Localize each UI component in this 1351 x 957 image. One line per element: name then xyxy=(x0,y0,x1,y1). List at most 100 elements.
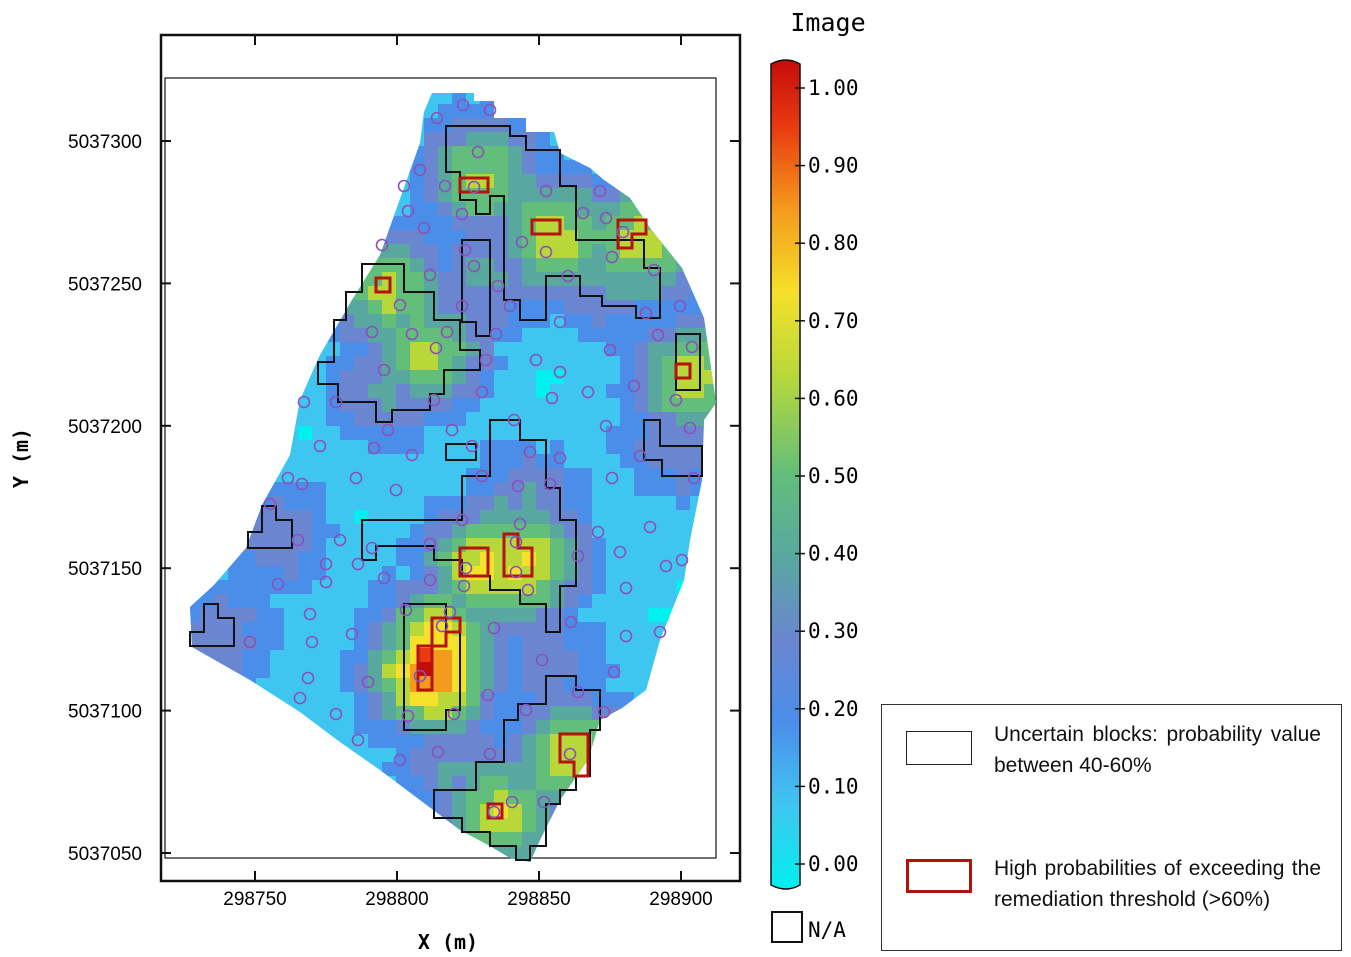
colorbar-tick-label: 0.50 xyxy=(808,464,859,488)
raster-cell xyxy=(494,566,508,580)
raster-cell xyxy=(662,342,676,356)
raster-cell xyxy=(256,622,270,636)
raster-cell xyxy=(410,398,424,412)
raster-cell xyxy=(368,650,382,664)
raster-cell xyxy=(536,496,550,510)
raster-cell xyxy=(438,748,452,762)
raster-cell xyxy=(522,706,536,720)
sample-point xyxy=(365,541,379,555)
raster-cell xyxy=(480,734,494,748)
raster-cell xyxy=(620,356,634,370)
raster-cell xyxy=(354,706,368,720)
raster-cell xyxy=(620,328,634,342)
raster-cell xyxy=(536,286,550,300)
sample-point xyxy=(297,395,311,409)
raster-cell xyxy=(410,370,424,384)
raster-cell xyxy=(340,328,354,342)
raster-cell xyxy=(662,552,676,566)
raster-cell xyxy=(214,594,228,608)
raster-cell xyxy=(494,664,508,678)
raster-cell xyxy=(424,762,438,776)
raster-cell xyxy=(508,328,522,342)
raster-cell xyxy=(438,762,452,776)
raster-cell xyxy=(466,818,480,832)
raster-cell xyxy=(466,552,480,566)
raster-cell xyxy=(508,468,522,482)
raster-cell xyxy=(634,356,648,370)
raster-cell xyxy=(382,734,396,748)
raster-cell xyxy=(606,384,620,398)
raster-cell xyxy=(382,244,396,258)
raster-cell xyxy=(592,188,606,202)
raster-cell xyxy=(522,720,536,734)
sample-point xyxy=(456,98,470,112)
raster-cell xyxy=(508,748,522,762)
sample-point xyxy=(515,235,529,249)
raster-cell xyxy=(298,524,312,538)
raster-cell xyxy=(424,160,438,174)
raster-cell xyxy=(620,552,634,566)
raster-cell xyxy=(200,608,214,622)
raster-cell xyxy=(550,202,564,216)
sample-point xyxy=(599,419,613,433)
raster-cell xyxy=(410,384,424,398)
raster-cell xyxy=(480,818,494,832)
sample-point xyxy=(553,315,567,329)
raster-cell xyxy=(494,608,508,622)
raster-cell xyxy=(508,692,522,706)
raster-cell xyxy=(606,398,620,412)
sample-point xyxy=(467,259,481,273)
raster-cell xyxy=(522,146,536,160)
sample-point xyxy=(459,561,473,575)
raster-cell xyxy=(522,776,536,790)
raster-cell xyxy=(494,790,508,804)
raster-cell xyxy=(298,594,312,608)
raster-cell xyxy=(606,272,620,286)
raster-cell xyxy=(494,314,508,328)
raster-cell xyxy=(522,650,536,664)
raster-cell xyxy=(312,398,326,412)
raster-cell xyxy=(438,776,452,790)
raster-cell xyxy=(494,384,508,398)
raster-cell xyxy=(564,272,578,286)
raster-cell xyxy=(326,720,340,734)
sample-point xyxy=(653,625,667,639)
raster-cell xyxy=(620,650,634,664)
raster-cell xyxy=(564,524,578,538)
raster-cell xyxy=(578,412,592,426)
raster-cell xyxy=(424,230,438,244)
raster-cell xyxy=(284,608,298,622)
raster-cell xyxy=(606,440,620,454)
sample-point xyxy=(507,413,521,427)
high-block xyxy=(502,532,534,578)
raster-cell xyxy=(466,678,480,692)
raster-cell xyxy=(368,566,382,580)
raster-cell xyxy=(340,370,354,384)
raster-cell xyxy=(648,524,662,538)
raster-cell xyxy=(480,762,494,776)
raster-cell xyxy=(298,454,312,468)
sample-point xyxy=(361,675,375,689)
raster-cell xyxy=(326,608,340,622)
raster-cell xyxy=(564,664,578,678)
raster-cell xyxy=(704,384,716,398)
raster-cell xyxy=(634,258,648,272)
raster-cell xyxy=(620,482,634,496)
raster-cell xyxy=(592,258,606,272)
sample-point xyxy=(673,299,687,313)
raster-cell xyxy=(466,594,480,608)
raster-cell xyxy=(298,538,312,552)
raster-cell xyxy=(396,398,410,412)
raster-cell xyxy=(634,538,648,552)
raster-cell xyxy=(578,300,592,314)
raster-cell xyxy=(354,636,368,650)
raster-cell xyxy=(382,580,396,594)
raster-cell xyxy=(634,678,648,692)
raster-cell xyxy=(480,370,494,384)
raster-cell xyxy=(508,160,522,174)
raster-cell xyxy=(592,580,606,594)
raster-cell xyxy=(256,636,270,650)
raster-cell xyxy=(340,706,354,720)
raster-cell xyxy=(382,622,396,636)
raster-cell xyxy=(466,650,480,664)
